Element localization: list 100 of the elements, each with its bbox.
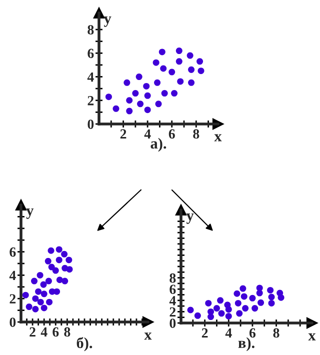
x-axis-title: x [144, 332, 152, 340]
point [225, 312, 232, 320]
point [160, 65, 167, 72]
y-tick-label: 4 [9, 270, 16, 280]
point [40, 290, 48, 298]
point [186, 52, 194, 59]
point [144, 106, 151, 114]
point [40, 281, 47, 288]
point [196, 58, 204, 65]
y-tick-label: 2 [10, 294, 16, 304]
point [154, 79, 161, 86]
point [176, 48, 182, 54]
point [258, 299, 264, 306]
point [32, 295, 39, 302]
point [54, 288, 60, 295]
x-tick-label: 2 [30, 327, 36, 336]
point [126, 108, 133, 114]
point [66, 256, 72, 264]
point [249, 294, 256, 302]
point [45, 278, 52, 284]
x-tick-label: 6 [249, 328, 256, 338]
point [188, 79, 195, 86]
point [112, 105, 120, 112]
x-tick-label: 8 [193, 129, 200, 139]
x-axis-title: x [214, 134, 222, 142]
point [177, 78, 184, 85]
y-tick-label: 8 [88, 25, 94, 34]
point [137, 100, 144, 108]
point [26, 304, 32, 310]
point [225, 306, 232, 313]
x-tick-label: 8 [273, 328, 280, 338]
point [155, 100, 162, 108]
y-tick-label: 8 [170, 273, 176, 283]
point [62, 278, 68, 284]
point [256, 290, 263, 296]
point [52, 267, 59, 274]
y-tick-label: 6 [10, 247, 16, 257]
y-tick-label: 2 [170, 307, 176, 317]
point [46, 298, 53, 306]
point [32, 306, 39, 312]
y-axis-title: y [26, 208, 34, 219]
point [126, 97, 133, 104]
x-tick-label: 2 [120, 129, 126, 138]
point [143, 82, 150, 90]
point [240, 293, 248, 300]
point [267, 286, 274, 294]
y-tick-label: 6 [170, 284, 176, 294]
text: в). [238, 337, 254, 352]
point [31, 278, 38, 284]
point [35, 288, 42, 295]
x-tick-label: 6 [52, 327, 59, 337]
x-tick-label: 2 [202, 328, 208, 338]
point [136, 74, 142, 80]
point [194, 312, 201, 319]
point [234, 300, 242, 306]
point [188, 66, 195, 73]
point [56, 246, 62, 253]
point [56, 256, 62, 264]
point [268, 300, 275, 306]
point [36, 272, 44, 278]
point [56, 276, 63, 284]
point [22, 292, 29, 298]
point [240, 285, 246, 292]
x-axis-title: x [308, 333, 316, 340]
point [44, 258, 52, 264]
y-tick-label: 0 [170, 318, 176, 328]
text: а). [150, 138, 166, 152]
point [61, 250, 68, 258]
y-tick-label: 2 [88, 96, 94, 106]
point [242, 305, 249, 312]
y-tick-label: 0 [10, 318, 16, 327]
x-tick-label: 4 [40, 327, 48, 336]
point [218, 310, 225, 317]
point [144, 92, 151, 99]
text: б). [76, 337, 92, 352]
point [198, 68, 204, 74]
y-axis-title: y [104, 16, 112, 27]
point [252, 305, 258, 312]
point [105, 94, 112, 100]
point [217, 297, 224, 304]
x-tick-label: 4 [144, 129, 151, 138]
point [205, 300, 212, 306]
point [168, 68, 176, 76]
point [152, 59, 160, 66]
y-tick-label: 0 [88, 120, 94, 129]
point [124, 79, 130, 86]
y-tick-label: 6 [88, 48, 94, 58]
point [208, 314, 214, 320]
point [66, 266, 73, 273]
point [161, 90, 168, 97]
point [171, 90, 178, 97]
x-tick-label: 8 [64, 327, 70, 337]
point [234, 290, 240, 297]
point [40, 304, 48, 312]
y-tick-label: 4 [87, 72, 94, 82]
y-axis-title: y [186, 214, 194, 224]
point [268, 294, 275, 300]
point [213, 305, 220, 312]
point [278, 294, 284, 301]
point [176, 58, 182, 65]
